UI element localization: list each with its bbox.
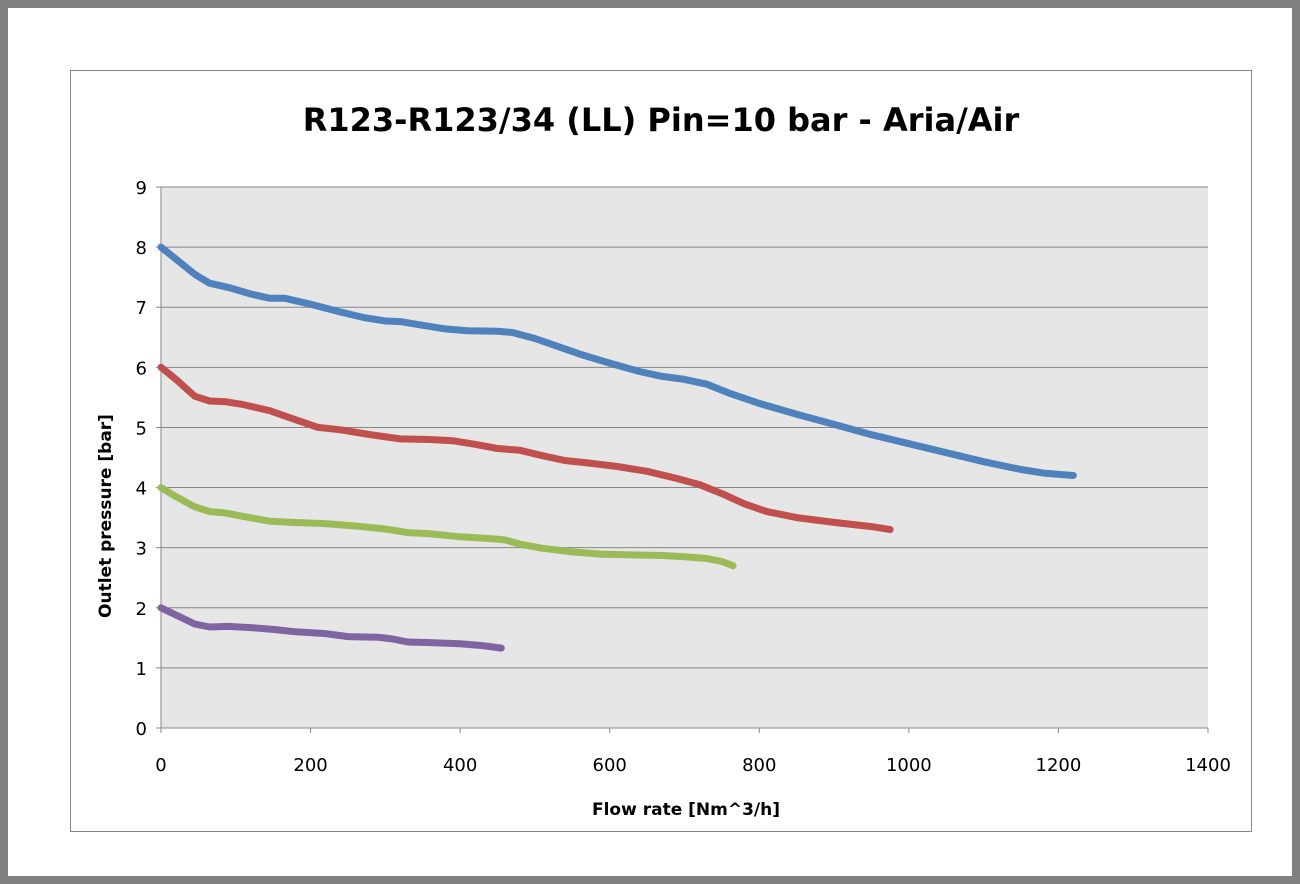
series-line-3 [157,484,737,570]
y-tick-label: 7 [136,298,147,319]
y-tick-label: 4 [136,479,147,500]
x-tick-label: 1200 [1036,755,1082,776]
x-tick-label: 1000 [886,755,932,776]
x-tick-label: 0 [155,755,166,776]
x-tick-label: 800 [742,755,776,776]
y-tick-label: 2 [136,599,147,620]
y-tick-label: 5 [136,418,147,439]
chart-area: 0 1 2 3 4 5 6 7 8 9 0 200 400 600 800 1000 1200 1400 R123… [70,70,1252,832]
y-axis-title: Outlet pressure [bar] [96,414,116,618]
series-line-4 [157,604,505,652]
y-tick-label: 6 [136,358,147,379]
x-tick-label: 400 [443,755,477,776]
line-chart: 0 1 2 3 4 5 6 7 8 9 0 200 400 600 800 1000 1200 1400 R123… [96,101,1231,820]
y-tick-label: 0 [136,719,147,740]
series-line-1 [157,243,1077,479]
y-tick-label: 3 [136,539,147,560]
plot-area [161,187,1208,728]
series-lines [157,243,1077,652]
x-tick-label: 600 [593,755,627,776]
x-axis-title: Flow rate [Nm^3/h] [592,800,780,820]
chart-title: R123-R123/34 (LL) Pin=10 bar - Aria/Air [303,101,1020,139]
x-tick-label: 200 [293,755,327,776]
axes: 0 1 2 3 4 5 6 7 8 9 0 200 400 600 800 1000 1200 1400 [136,178,1231,776]
y-tick-label: 8 [136,238,147,259]
series-line-2 [157,363,894,534]
y-tick-label: 1 [136,659,147,680]
x-tick-label: 1400 [1185,755,1231,776]
y-tick-label: 9 [136,178,147,199]
